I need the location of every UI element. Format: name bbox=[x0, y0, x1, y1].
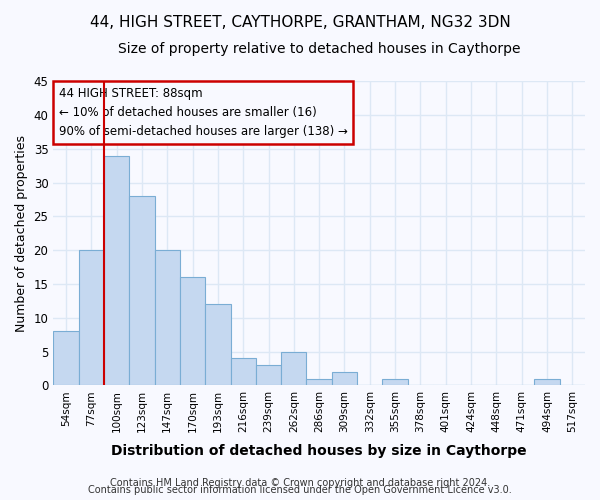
Bar bbox=[180, 278, 205, 386]
Bar bbox=[230, 358, 256, 386]
Text: Contains public sector information licensed under the Open Government Licence v3: Contains public sector information licen… bbox=[88, 485, 512, 495]
Bar bbox=[79, 250, 104, 386]
X-axis label: Distribution of detached houses by size in Caythorpe: Distribution of detached houses by size … bbox=[112, 444, 527, 458]
Bar bbox=[104, 156, 129, 386]
Bar bbox=[382, 378, 408, 386]
Text: 44 HIGH STREET: 88sqm
← 10% of detached houses are smaller (16)
90% of semi-deta: 44 HIGH STREET: 88sqm ← 10% of detached … bbox=[59, 88, 347, 138]
Bar bbox=[256, 365, 281, 386]
Bar bbox=[205, 304, 230, 386]
Bar bbox=[53, 332, 79, 386]
Bar bbox=[535, 378, 560, 386]
Bar bbox=[332, 372, 357, 386]
Bar bbox=[307, 378, 332, 386]
Y-axis label: Number of detached properties: Number of detached properties bbox=[15, 135, 28, 332]
Title: Size of property relative to detached houses in Caythorpe: Size of property relative to detached ho… bbox=[118, 42, 520, 56]
Bar bbox=[281, 352, 307, 386]
Text: Contains HM Land Registry data © Crown copyright and database right 2024.: Contains HM Land Registry data © Crown c… bbox=[110, 478, 490, 488]
Text: 44, HIGH STREET, CAYTHORPE, GRANTHAM, NG32 3DN: 44, HIGH STREET, CAYTHORPE, GRANTHAM, NG… bbox=[89, 15, 511, 30]
Bar bbox=[155, 250, 180, 386]
Bar bbox=[129, 196, 155, 386]
